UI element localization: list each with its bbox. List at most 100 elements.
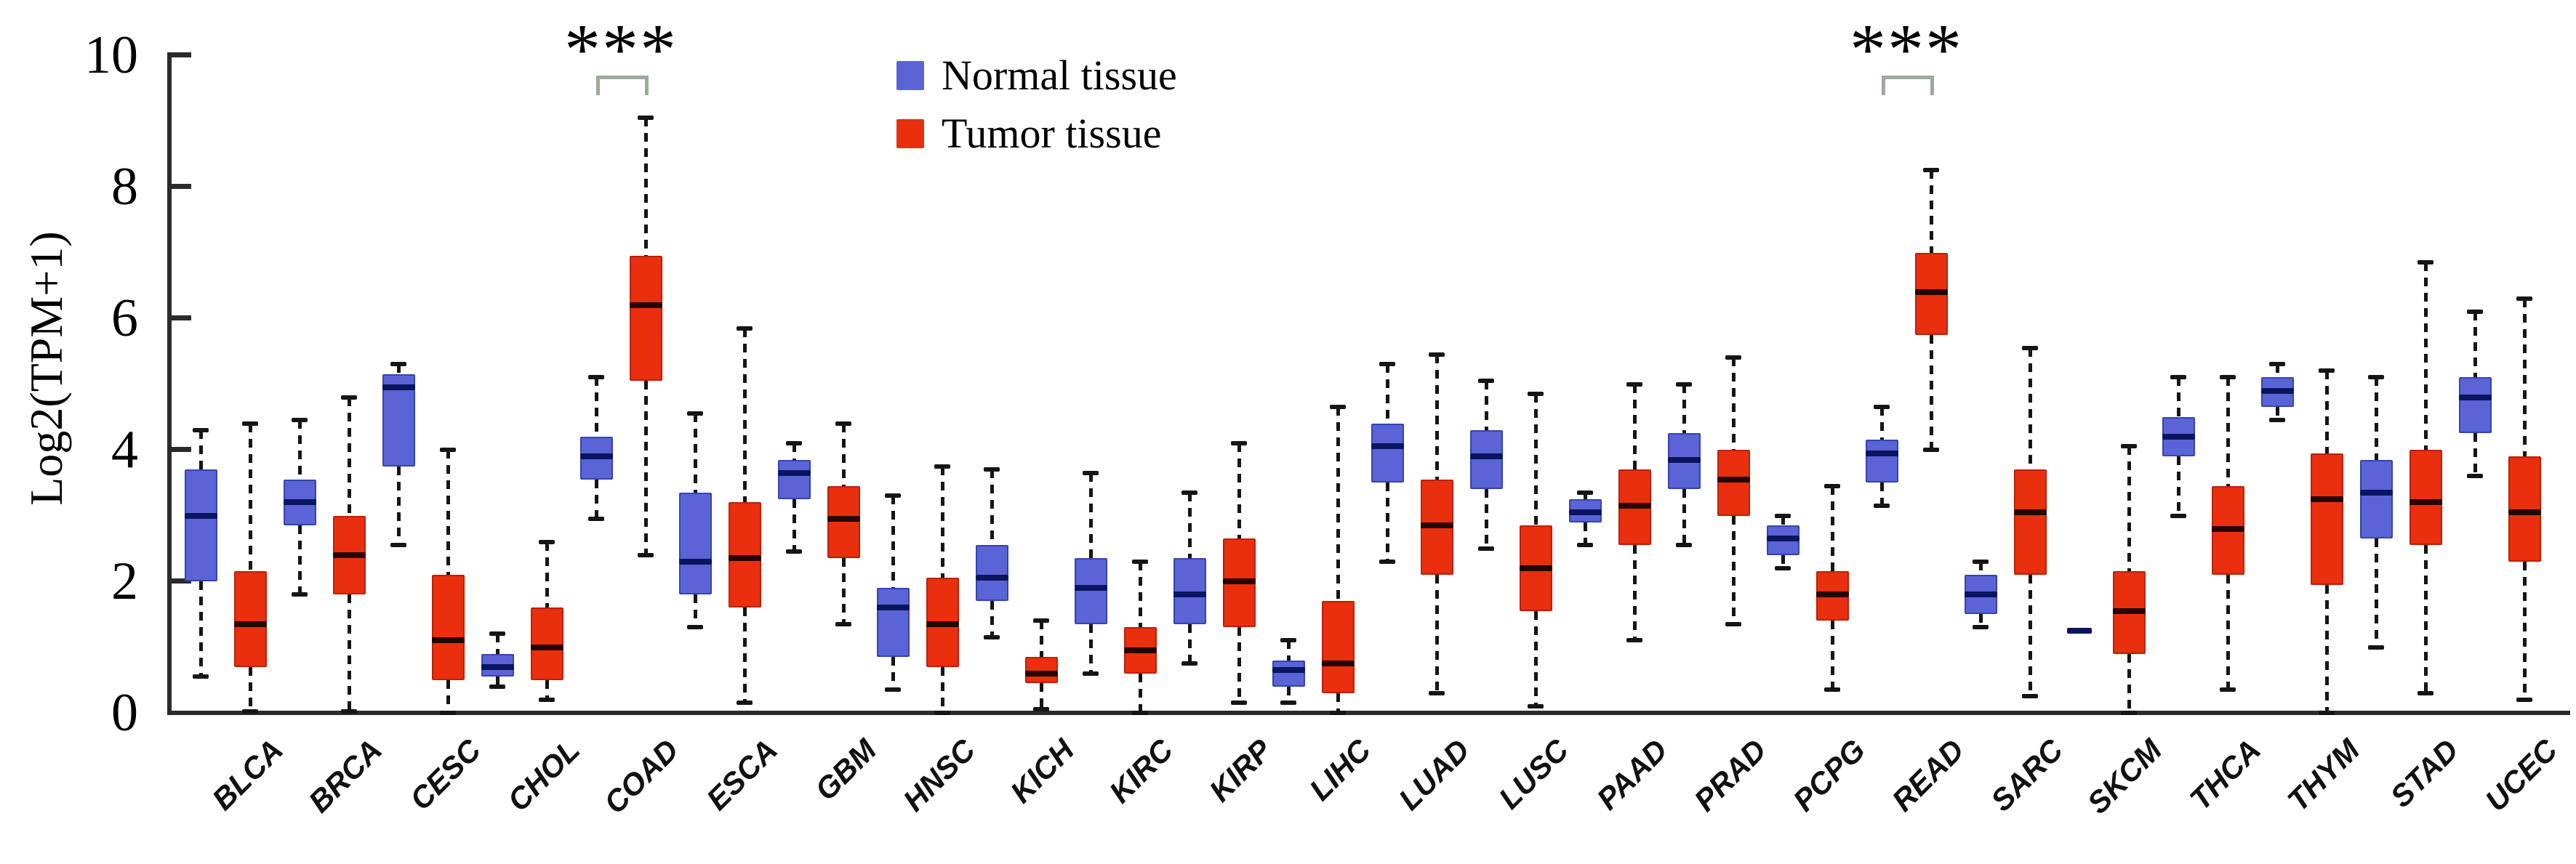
lihc-tumor-lower-cap [1330, 711, 1346, 715]
brca-normal-median-line [283, 499, 316, 506]
kich-tumor-median-line [1024, 670, 1058, 677]
lusc-tumor-upper-cap [1528, 392, 1544, 397]
significance-stars-coad: *** [564, 9, 678, 89]
hnsc-tumor-lower-cap [934, 711, 950, 715]
blca-normal-box [184, 469, 217, 581]
pcpg-tumor-lower-cap [1824, 687, 1840, 693]
gbm-tumor-median-line [827, 516, 860, 522]
skcm-tumor-median-line [2112, 607, 2146, 614]
luad-tumor-lower-cap [1429, 690, 1445, 695]
hnsc-normal-upper-whisker [891, 496, 895, 589]
significance-bracket-coad [596, 76, 649, 95]
coad-normal-upper-cap [588, 375, 604, 380]
significance-stars-read: *** [1850, 9, 1963, 89]
kich-tumor-box [1024, 657, 1058, 684]
prad-normal-lower-cap [1676, 543, 1692, 548]
y-tick-mark [169, 184, 191, 189]
hnsc-normal-upper-cap [885, 493, 901, 498]
ucec-tumor-upper-cap [2516, 296, 2532, 301]
gbm-normal-median-line [777, 469, 811, 476]
esca-tumor-box [728, 502, 761, 608]
x-axis-line [167, 711, 2570, 715]
kirc-normal-box [1074, 558, 1107, 624]
y-tick-label: 10 [84, 25, 138, 85]
y-tick-mark [169, 447, 191, 452]
luad-tumor-upper-whisker [1435, 354, 1439, 480]
pcpg-tumor-upper-whisker [1830, 485, 1834, 572]
cesc-normal-median-line [382, 384, 415, 391]
brca-normal-upper-whisker [297, 420, 302, 480]
luad-normal-upper-whisker [1385, 364, 1389, 424]
prad-normal-upper-whisker [1682, 384, 1686, 434]
legend-label-tumor-tissue: Tumor tissue [942, 110, 1162, 157]
stad-tumor-box [2409, 450, 2442, 546]
paad-normal-upper-whisker [1583, 492, 1587, 499]
thca-tumor-upper-whisker [2226, 377, 2230, 486]
paad-normal-lower-cap [1577, 543, 1593, 548]
luad-normal-upper-cap [1379, 362, 1395, 367]
chol-normal-lower-whisker [495, 677, 499, 687]
lusc-normal-upper-whisker [1484, 380, 1488, 430]
sarc-tumor-upper-cap [2022, 345, 2038, 350]
pcpg-normal-lower-cap [1775, 565, 1791, 570]
brca-tumor-upper-cap [341, 395, 357, 400]
lihc-normal-upper-cap [1280, 638, 1296, 643]
lusc-normal-median-line [1469, 453, 1503, 460]
thca-normal-upper-whisker [2176, 377, 2180, 417]
cesc-normal-upper-cap [390, 362, 406, 367]
hnsc-normal-box [876, 588, 910, 658]
luad-normal-lower-whisker [1385, 483, 1389, 562]
paad-tumor-lower-cap [1626, 638, 1642, 643]
chol-tumor-box [530, 607, 563, 680]
read-normal-box [1865, 440, 1898, 483]
lihc-tumor-lower-whisker [1336, 693, 1340, 713]
thca-tumor-upper-cap [2220, 375, 2236, 380]
stad-tumor-median-line [2409, 499, 2442, 506]
blca-tumor-upper-whisker [248, 423, 252, 572]
stad-normal-upper-cap [2368, 375, 2384, 380]
skcm-tumor-upper-cap [2121, 444, 2137, 449]
read-tumor-lower-whisker [1929, 334, 1933, 450]
cesc-tumor-upper-whisker [446, 450, 450, 575]
paad-tumor-lower-whisker [1632, 545, 1637, 641]
blca-normal-lower-cap [193, 674, 209, 679]
ucec-normal-upper-cap [2467, 309, 2483, 314]
brca-tumor-lower-cap [341, 709, 357, 714]
ucec-tumor-upper-whisker [2522, 298, 2527, 457]
ucec-normal-lower-cap [2467, 474, 2483, 479]
sarc-tumor-lower-whisker [2028, 574, 2032, 697]
y-tick-label: 2 [111, 552, 138, 611]
stad-tumor-upper-whisker [2423, 262, 2428, 450]
hnsc-tumor-lower-whisker [940, 666, 944, 713]
pcpg-tumor-upper-cap [1824, 483, 1840, 488]
kirp-normal-median-line [1173, 592, 1206, 598]
kich-normal-upper-whisker [990, 469, 994, 546]
blca-tumor-lower-cap [242, 709, 258, 714]
stad-tumor-lower-whisker [2423, 545, 2428, 693]
luad-normal-lower-cap [1379, 559, 1395, 564]
lihc-normal-lower-whisker [1286, 686, 1291, 703]
read-tumor-median-line [1914, 288, 1948, 295]
coad-normal-median-line [579, 453, 613, 460]
prad-tumor-upper-whisker [1731, 358, 1736, 450]
y-tick-label: 6 [111, 288, 138, 348]
cesc-tumor-median-line [431, 637, 465, 644]
lihc-normal-lower-cap [1280, 701, 1296, 706]
y-tick-label: 8 [111, 157, 138, 217]
kirc-tumor-lower-whisker [1138, 673, 1142, 713]
brca-tumor-upper-whisker [347, 397, 351, 516]
hnsc-normal-median-line [876, 605, 910, 611]
gbm-tumor-upper-whisker [841, 423, 846, 486]
y-tick-label: 4 [111, 420, 138, 480]
lusc-normal-upper-cap [1478, 378, 1494, 383]
thca-tumor-lower-cap [2220, 687, 2236, 693]
read-tumor-lower-cap [1923, 448, 1939, 452]
pcpg-tumor-median-line [1815, 592, 1849, 598]
luad-tumor-median-line [1420, 522, 1453, 529]
kirp-tumor-lower-whisker [1237, 627, 1241, 703]
kich-tumor-lower-whisker [1039, 683, 1043, 710]
kirc-normal-upper-cap [1083, 470, 1099, 475]
kirp-normal-lower-whisker [1187, 623, 1192, 664]
esca-normal-upper-whisker [693, 413, 697, 493]
